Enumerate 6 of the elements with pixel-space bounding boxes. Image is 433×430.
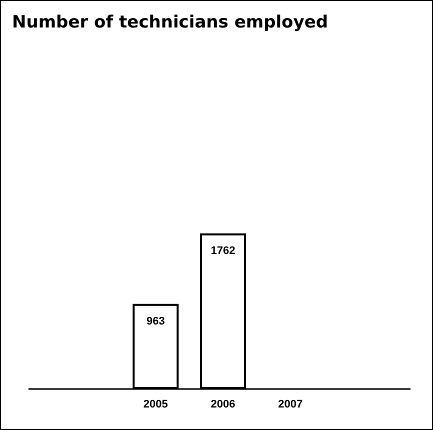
data-label: 1762 <box>210 244 236 257</box>
x-tick-label: 2007 <box>278 398 303 410</box>
data-label: 963 <box>146 315 165 328</box>
x-tick-label: 2005 <box>143 398 168 410</box>
chart-title: Number of technicians employed <box>12 12 328 32</box>
x-tick-label: 2006 <box>210 398 236 410</box>
